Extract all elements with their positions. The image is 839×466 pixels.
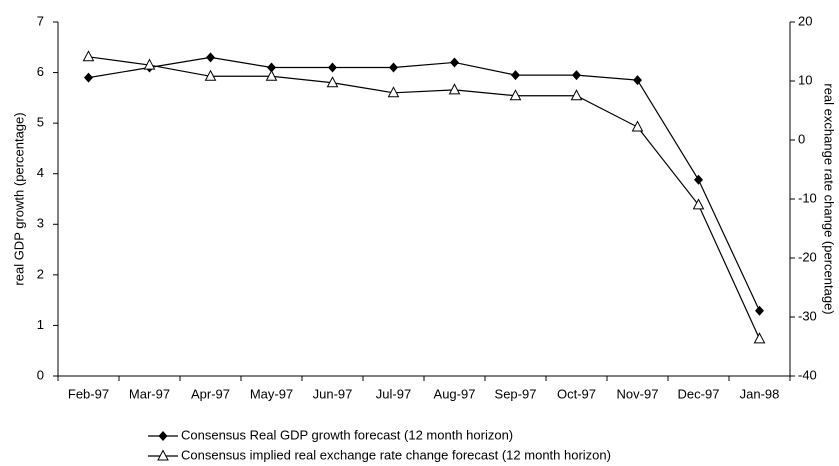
y2-axis-title: real exchange rate change (percentage) — [822, 83, 837, 314]
data-point — [570, 89, 583, 101]
x-tick-label: Sep-97 — [495, 386, 537, 401]
y-axis-title: real GDP growth (percentage) — [11, 112, 26, 285]
y2-tick-label: 20 — [798, 13, 812, 28]
y2-tick-label: -40 — [798, 367, 817, 382]
x-tick-label: Jul-97 — [376, 386, 411, 401]
series-line — [88, 56, 761, 312]
x-tick-label: Apr-97 — [191, 386, 230, 401]
x-tick-label: May-97 — [250, 386, 293, 401]
legend-marker — [158, 431, 168, 441]
data-point — [204, 69, 217, 81]
data-point — [450, 57, 459, 68]
series-line — [88, 56, 761, 340]
y-tick-label: 5 — [37, 115, 44, 130]
data-point — [511, 70, 520, 81]
data-point — [84, 72, 93, 83]
data-point — [328, 62, 337, 73]
data-point — [143, 58, 156, 70]
y-tick-label: 4 — [37, 165, 44, 180]
data-point — [265, 69, 278, 81]
legend-label: Consensus Real GDP growth forecast (12 m… — [181, 427, 513, 442]
y2-tick-label: -20 — [798, 249, 817, 264]
x-tick-label: Dec-97 — [678, 386, 720, 401]
y-tick-label: 2 — [37, 266, 44, 281]
legend-marker — [157, 449, 169, 461]
data-point — [631, 120, 644, 132]
data-point — [326, 76, 339, 88]
data-point — [694, 174, 703, 185]
data-point — [206, 52, 215, 63]
data-point — [755, 305, 764, 316]
x-tick-label: Jun-97 — [313, 386, 353, 401]
data-point — [387, 86, 400, 98]
x-tick-label: Jan-98 — [740, 386, 780, 401]
x-tick-label: Aug-97 — [434, 386, 476, 401]
y-tick-label: 6 — [37, 64, 44, 79]
data-point — [692, 198, 705, 210]
legend-label: Consensus implied real exchange rate cha… — [181, 447, 611, 462]
x-tick-label: Oct-97 — [557, 386, 596, 401]
data-point — [753, 332, 766, 344]
data-point — [82, 50, 95, 62]
data-point — [389, 62, 398, 73]
y2-tick-label: 10 — [798, 72, 812, 87]
y-tick-label: 0 — [37, 367, 44, 382]
data-point — [572, 70, 581, 81]
x-tick-label: Mar-97 — [129, 386, 170, 401]
data-point — [267, 62, 276, 73]
y-tick-label: 7 — [37, 13, 44, 28]
x-tick-label: Nov-97 — [617, 386, 659, 401]
x-tick-label: Feb-97 — [68, 386, 109, 401]
data-point — [633, 75, 642, 86]
y2-tick-label: -10 — [798, 190, 817, 205]
y2-tick-label: -30 — [798, 308, 817, 323]
data-point — [448, 83, 461, 95]
y-tick-label: 3 — [37, 216, 44, 231]
y-tick-label: 1 — [37, 317, 44, 332]
y2-tick-label: 0 — [798, 131, 805, 146]
data-point — [509, 89, 522, 101]
